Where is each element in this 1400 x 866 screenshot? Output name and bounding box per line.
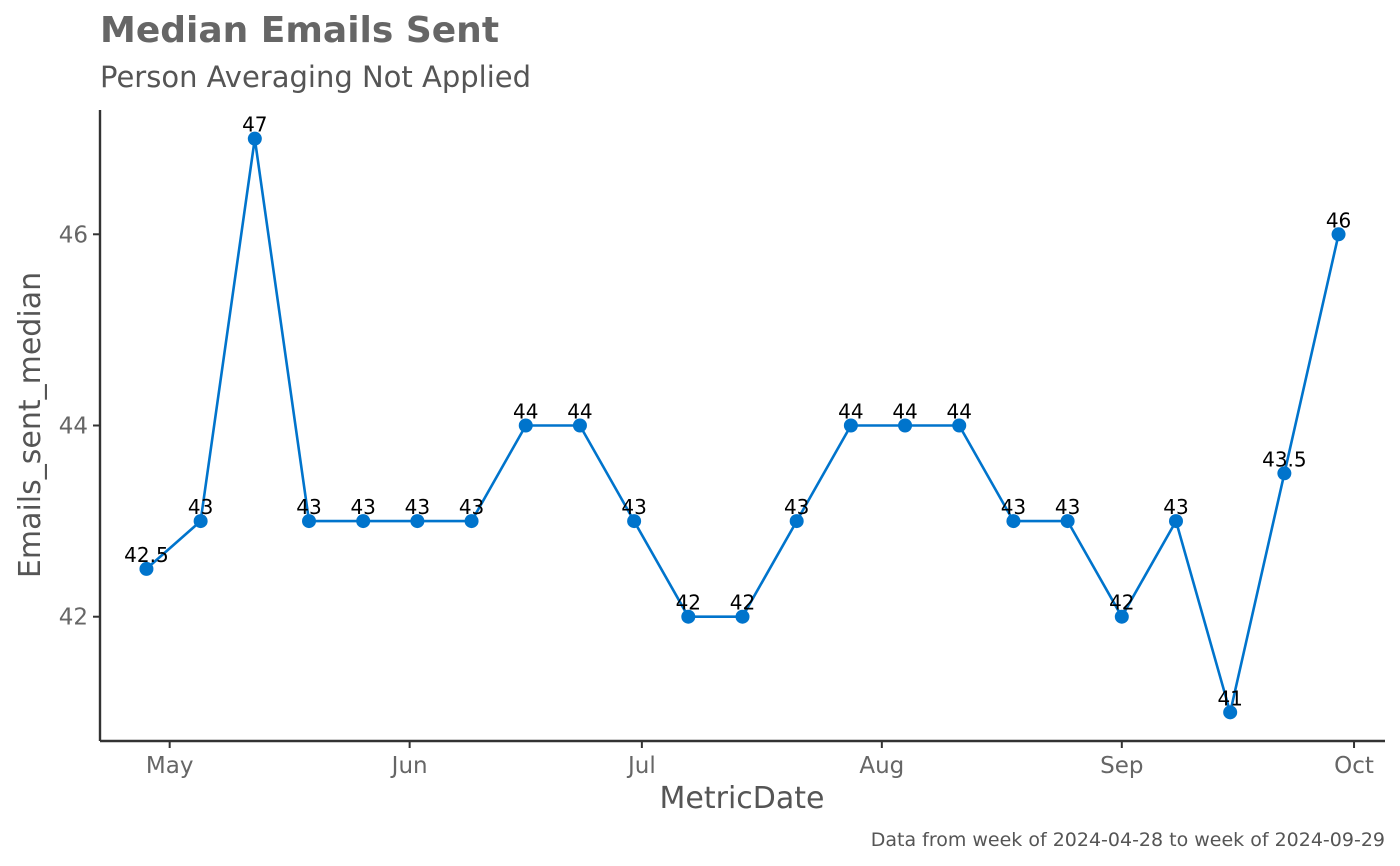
data-label: 44: [838, 400, 863, 424]
data-point: [898, 418, 913, 433]
data-label: 43: [1163, 495, 1188, 519]
y-axis-ticks: 42 44 46: [59, 222, 100, 631]
data-point: [735, 609, 750, 624]
data-point: [139, 561, 154, 576]
data-label: 44: [947, 400, 972, 424]
data-point: [193, 514, 208, 529]
y-tick-label: 46: [59, 222, 88, 248]
x-tick-label: Jun: [390, 753, 428, 779]
data-label: 42: [730, 591, 755, 615]
x-axis-ticks: May Jun Jul Aug Sep Oct: [146, 741, 1374, 779]
data-label: 42: [676, 591, 701, 615]
data-label: 43: [1001, 495, 1026, 519]
y-tick-label: 44: [59, 414, 88, 440]
data-label: 43: [296, 495, 321, 519]
data-label: 43.5: [1262, 447, 1307, 471]
data-point: [952, 418, 967, 433]
data-label: 43: [350, 495, 375, 519]
x-tick-label: Aug: [859, 753, 904, 779]
data-point: [518, 418, 533, 433]
data-label: 44: [567, 400, 592, 424]
data-point: [1331, 227, 1346, 242]
y-tick-label: 42: [59, 605, 88, 631]
data-label: 42.5: [124, 543, 169, 567]
data-label: 44: [513, 400, 538, 424]
caption: Data from week of 2024-04-28 to week of …: [871, 829, 1385, 851]
chart-subtitle: Person Averaging Not Applied: [100, 60, 531, 94]
data-point: [843, 418, 858, 433]
x-tick-label: Oct: [1334, 753, 1374, 779]
data-point: [572, 418, 587, 433]
data-labels: 42.5 43 47 43 43 43 43 44 44 43 42 42 43 44 44 44 43 43 42…: [124, 113, 1351, 711]
data-point: [1006, 514, 1021, 529]
data-label: 43: [784, 495, 809, 519]
data-label: 43: [405, 495, 430, 519]
data-point: [464, 514, 479, 529]
x-tick-label: May: [146, 753, 194, 779]
y-axis-title: Emails_sent_median: [13, 272, 48, 578]
x-tick-label: Jul: [626, 753, 656, 779]
chart-title: Median Emails Sent: [100, 10, 499, 51]
data-label: 41: [1217, 686, 1242, 710]
series-line: [145, 137, 1340, 714]
data-label: 43: [621, 495, 646, 519]
data-label: 44: [892, 400, 917, 424]
data-point: [302, 514, 317, 529]
data-label: 43: [188, 495, 213, 519]
x-tick-label: Sep: [1100, 753, 1143, 779]
data-point: [789, 514, 804, 529]
data-point: [627, 514, 642, 529]
data-label: 47: [242, 113, 267, 137]
data-point: [1060, 514, 1075, 529]
data-point: [410, 514, 425, 529]
data-label: 46: [1326, 208, 1351, 232]
data-point: [1277, 466, 1292, 481]
data-point: [1223, 705, 1238, 720]
data-point: [1168, 514, 1183, 529]
data-point: [356, 514, 371, 529]
data-points: [139, 131, 1346, 720]
data-point: [247, 131, 262, 146]
data-point: [681, 609, 696, 624]
data-point: [1114, 609, 1129, 624]
x-axis-title: MetricDate: [660, 781, 825, 816]
data-label: 43: [1055, 495, 1080, 519]
data-label: 42: [1109, 591, 1134, 615]
data-label: 43: [459, 495, 484, 519]
